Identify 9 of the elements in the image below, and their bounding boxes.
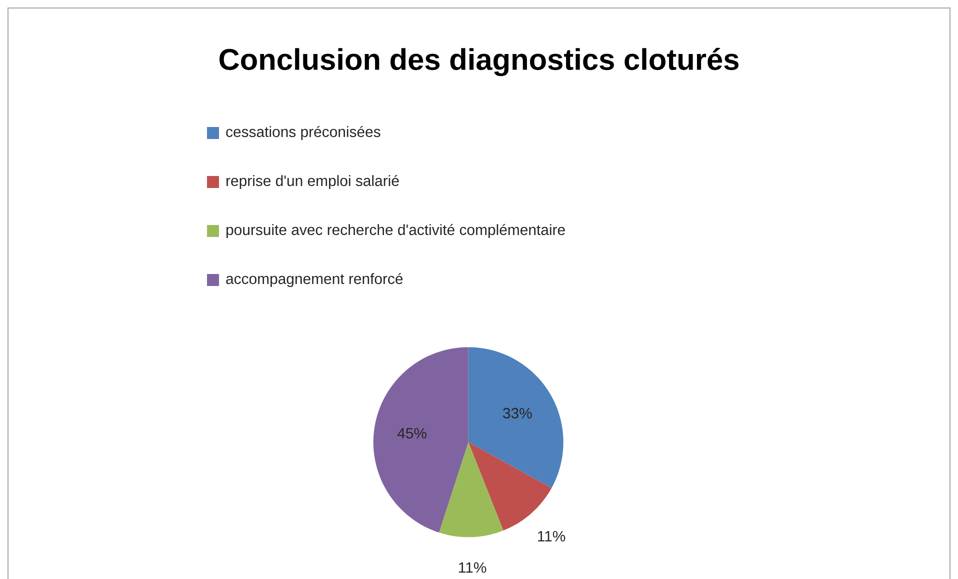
data-label: 33% [503, 408, 532, 418]
chart-title: Conclusion des diagnostics cloturés [219, 48, 739, 76]
legend-label: poursuite avec recherche d'activité complémentaire [226, 224, 565, 238]
legend-label: reprise d'un emploi salarié [226, 174, 399, 190]
data-label: 11% [459, 562, 486, 573]
legend-label: cessations préconisées [226, 126, 380, 140]
data-label: 11% [538, 531, 566, 542]
legend-label: accompagnement renforcé [226, 272, 403, 288]
data-label: 45% [397, 428, 426, 439]
